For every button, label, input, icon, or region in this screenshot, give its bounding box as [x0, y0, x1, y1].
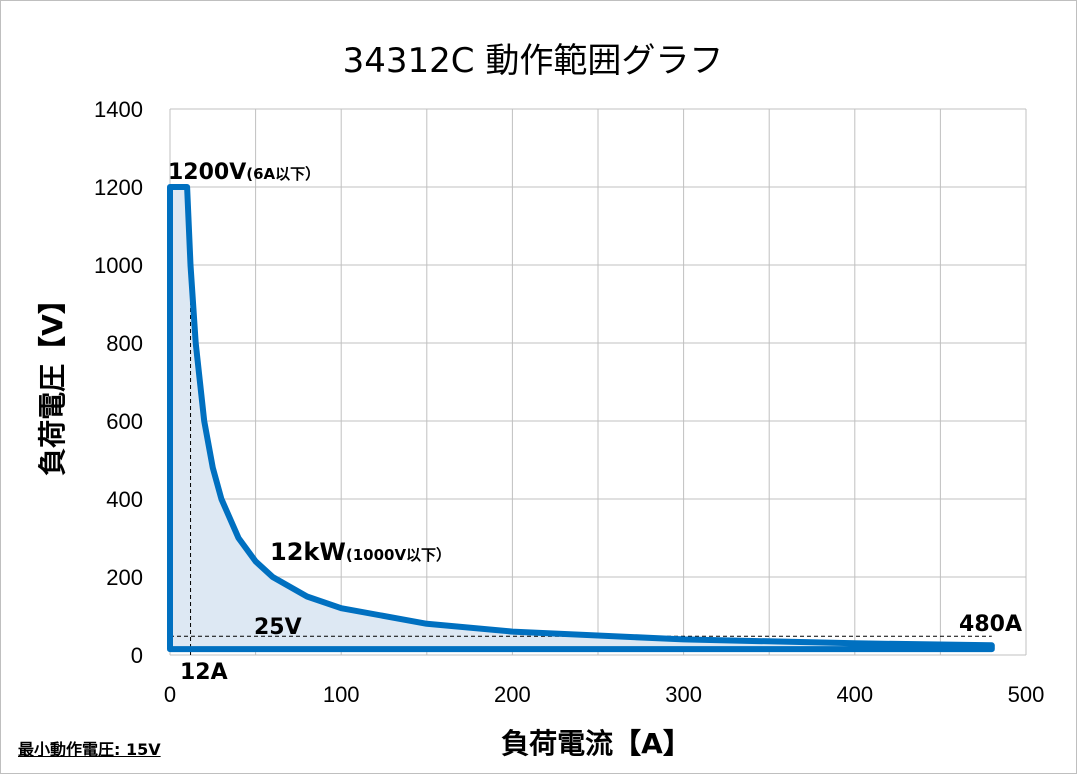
chart-title: 34312C 動作範囲グラフ: [343, 41, 724, 81]
annotation-12kw-main: 12kW: [270, 538, 346, 566]
x-tick-label: 200: [494, 682, 531, 707]
y-tick-label: 1000: [94, 253, 143, 278]
minimum-operating-voltage-note: 最小動作電圧: 15V: [18, 740, 161, 759]
y-tick-label: 0: [131, 643, 143, 668]
annotation-1200v: 1200V(6A以下）: [168, 160, 320, 185]
x-tick-label: 400: [836, 682, 873, 707]
annotation-12kw: 12kW(1000V以下）: [270, 538, 451, 566]
annotation-25v: 25V: [254, 615, 302, 640]
y-tick-label: 1400: [94, 97, 143, 122]
y-tick-label: 200: [106, 565, 143, 590]
annotation-12a: 12A: [180, 660, 228, 685]
grid: [169, 108, 1027, 656]
x-tick-label: 0: [164, 682, 176, 707]
reference-lines: [170, 265, 992, 655]
operating-boundary-line: [167, 184, 995, 653]
operating-area-fill: [170, 187, 992, 650]
x-axis-title: 負荷電流【A】: [501, 727, 691, 760]
x-tick-label: 100: [323, 682, 360, 707]
annotation-1200v-sub: (6A以下）: [246, 165, 320, 183]
x-tick-label: 300: [665, 682, 702, 707]
y-tick-label: 1200: [94, 175, 143, 200]
annotation-480a: 480A: [959, 612, 1022, 637]
y-tick-label: 800: [106, 331, 143, 356]
annotation-12kw-sub: (1000V以下）: [346, 546, 451, 564]
tick-labels: 0 100 200 300 400 500 0 200 400 600 800 1000 1200 140…: [94, 97, 1044, 707]
y-tick-label: 400: [106, 487, 143, 512]
y-axis-title: 負荷電圧【V】: [36, 286, 69, 476]
x-tick-label: 500: [1008, 682, 1045, 707]
annotation-1200v-main: 1200V: [168, 160, 246, 185]
y-tick-label: 600: [106, 409, 143, 434]
